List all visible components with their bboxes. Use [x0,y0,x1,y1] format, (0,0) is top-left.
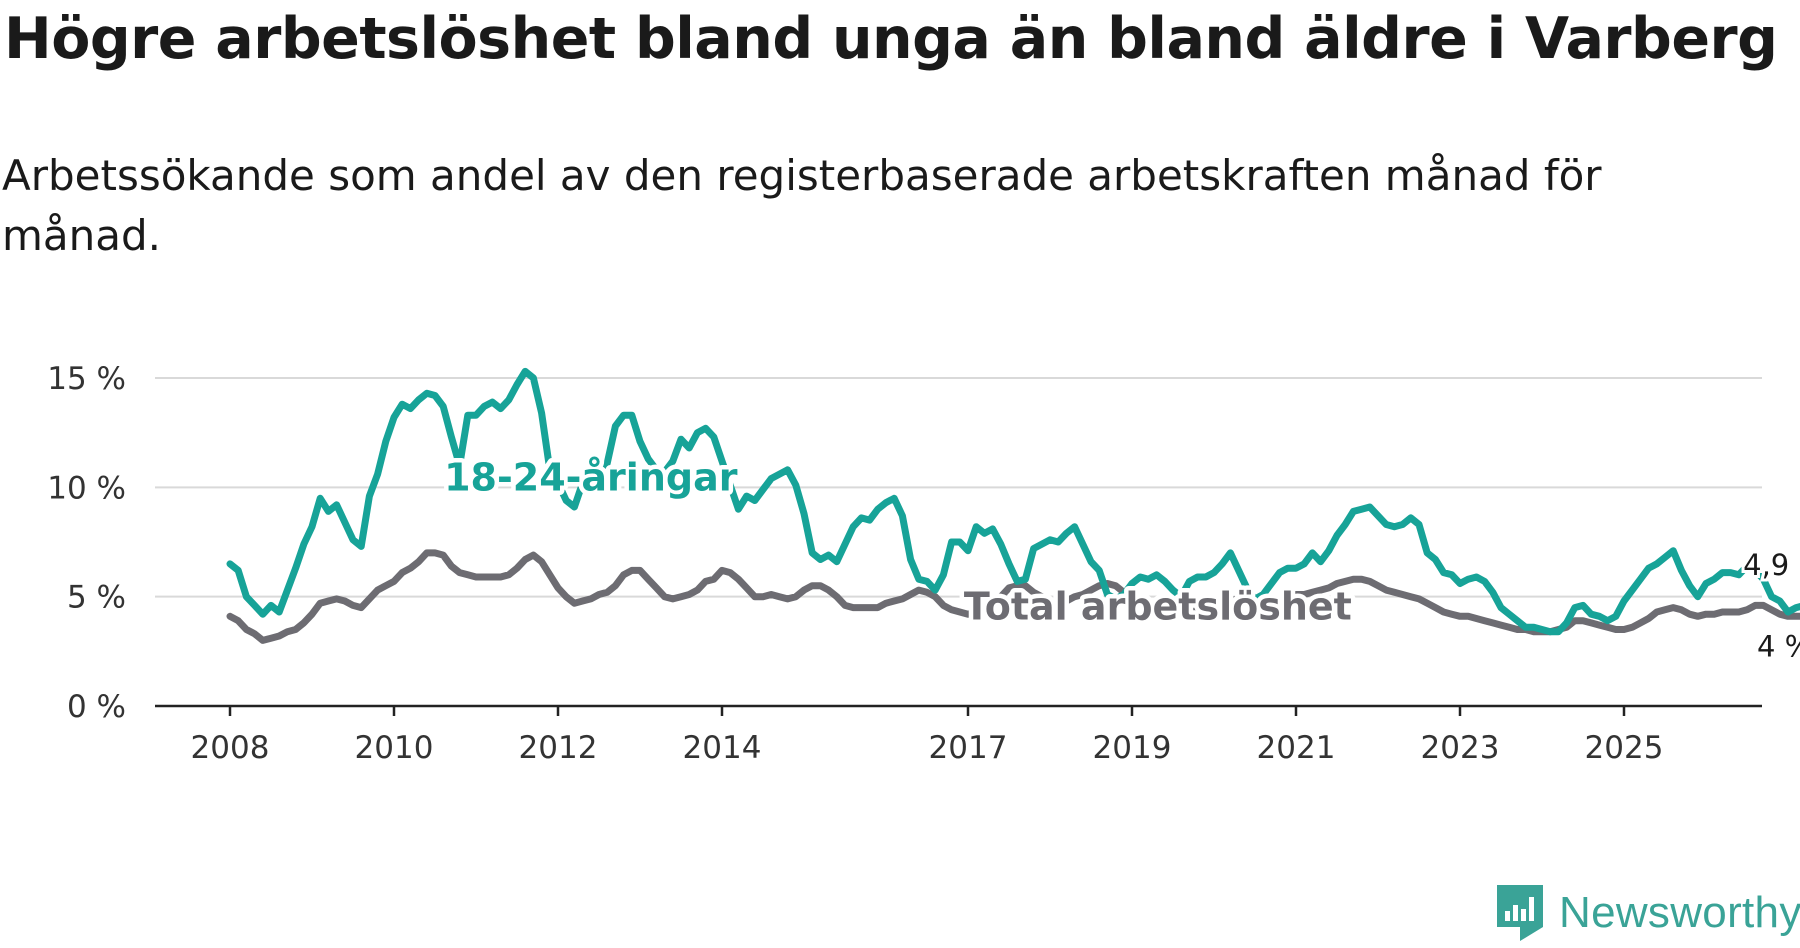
y-tick-label: 10 % [47,470,126,506]
x-tick-label: 2021 [1257,730,1336,766]
series-labels: 4,9 % 4 % 18-24-åringar Total arbetslöshet [440,451,1800,667]
x-tick-label: 2008 [191,730,270,766]
series-label-18-24: 18-24-åringar [444,455,738,499]
brand-name: Newsworthy [1559,888,1800,937]
grid-lines [155,377,1762,708]
end-label-18-24: 4,9 % [1743,548,1800,582]
y-axis-ticks: 0 % 5 % 10 % 15 % [47,361,126,725]
chart-subtitle: Arbetssökande som andel av den registerb… [2,151,1602,260]
x-tick-label: 2017 [929,730,1008,766]
y-tick-label: 0 % [67,689,126,725]
bar-chart-logo-icon [1497,885,1543,941]
series-lines [226,367,1800,644]
series-label-total: Total arbetslöshet [964,584,1352,628]
y-tick-label: 15 % [47,361,126,397]
series-line-18-24 [226,367,1800,636]
end-label-total: 4 % [1757,630,1800,664]
x-tick-label: 2012 [519,730,598,766]
x-tick-label: 2019 [1093,730,1172,766]
x-axis-ticks: 2008 2010 2012 2014 2017 2019 2021 2023 2025 [191,706,1664,766]
brand-logo[interactable]: Newsworthy [1497,885,1800,941]
chart-title: Högre arbetslöshet bland unga än bland ä… [4,6,1778,72]
x-tick-label: 2014 [683,730,762,766]
x-tick-label: 2023 [1421,730,1500,766]
x-tick-label: 2010 [355,730,434,766]
x-tick-label: 2025 [1585,730,1664,766]
y-tick-label: 5 % [67,580,126,616]
